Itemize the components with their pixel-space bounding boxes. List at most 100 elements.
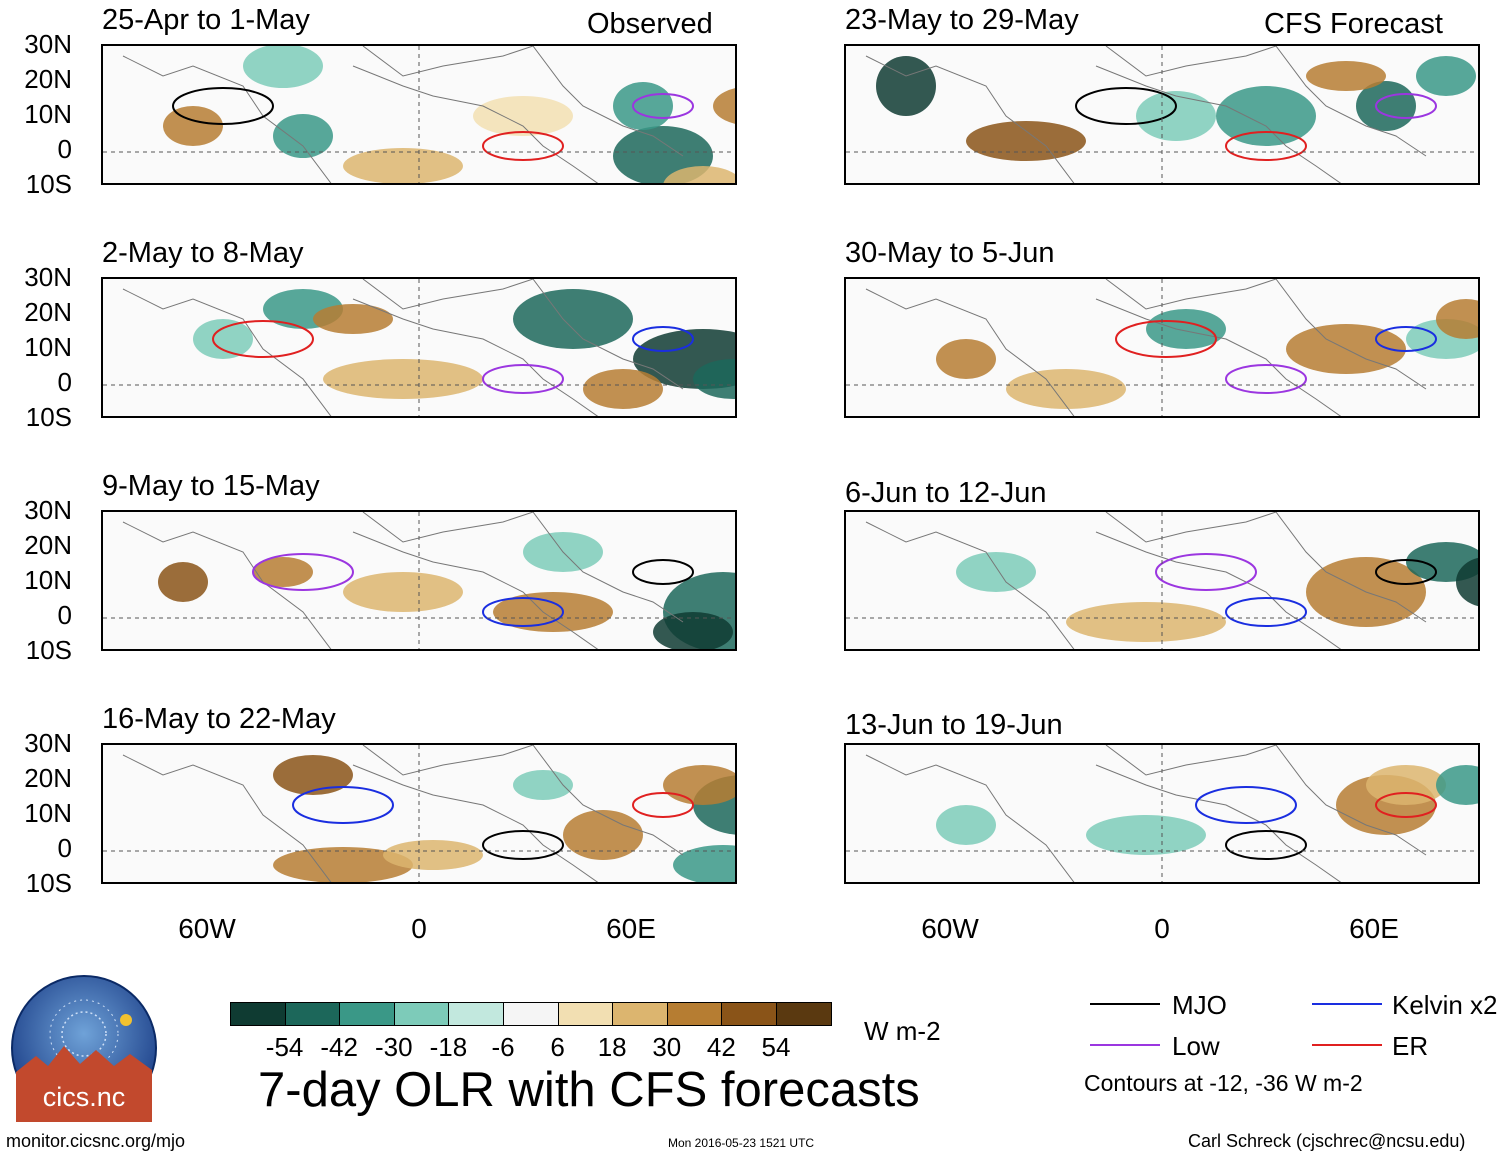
olr-anomaly-blob: [323, 359, 483, 399]
panel-title: 2-May to 8-May: [102, 237, 304, 269]
wave-contour: [632, 326, 694, 352]
lon-tick-label: 60W: [178, 913, 236, 944]
lat-tick-label: 20N: [24, 64, 72, 94]
olr-anomaly-blob: [273, 755, 353, 795]
map-panel-observed-4: [101, 743, 737, 884]
olr-anomaly-blob: [493, 592, 613, 632]
colorbar-tick-label: -6: [491, 1032, 515, 1062]
lat-tick-label: 10N: [24, 798, 72, 828]
lon-tick-label: 0: [1154, 913, 1170, 944]
olr-anomaly-blob: [513, 289, 633, 349]
coastline: [865, 288, 1075, 416]
colorbar-tick-label: -18: [429, 1032, 468, 1062]
coastline: [1275, 512, 1427, 623]
olr-anomaly-blob: [513, 770, 573, 800]
olr-anomaly-blob: [563, 810, 643, 860]
colorbar-swatch: [503, 1002, 559, 1026]
logo-text: cics.nc: [43, 1082, 126, 1112]
observed-label: Observed: [587, 8, 713, 40]
olr-anomaly-blob: [936, 339, 996, 379]
legend-swatch-low: [1090, 1044, 1160, 1046]
coastline: [122, 521, 332, 649]
panel-title: 30-May to 5-Jun: [845, 237, 1055, 269]
olr-anomaly-blob: [1306, 61, 1386, 91]
olr-anomaly-blob: [193, 319, 253, 359]
olr-anomaly-blob: [473, 96, 573, 136]
colorbar-tick-label: -54: [265, 1032, 304, 1062]
coastline: [122, 55, 332, 183]
olr-anomaly-blob: [343, 148, 463, 183]
footer-timestamp: Mon 2016-05-23 1521 UTC: [668, 1136, 815, 1150]
footer-url[interactable]: monitor.cicsnc.org/mjo: [6, 1131, 186, 1151]
lat-tick-label: 10N: [24, 99, 72, 129]
coastline: [1095, 298, 1342, 416]
panel-title: 6-Jun to 12-Jun: [845, 477, 1047, 509]
colorbar-swatch: [776, 1002, 832, 1026]
legend-label-mjo: MJO: [1172, 990, 1227, 1020]
wave-contour: [252, 553, 354, 591]
wave-contour: [482, 597, 564, 627]
cics-logo: cics.nc: [10, 974, 158, 1122]
olr-anomaly-blob: [243, 46, 323, 88]
olr-anomaly-blob: [1456, 557, 1478, 607]
lat-tick-label: 10S: [25, 169, 72, 199]
colorbar-tick-label: 54: [761, 1032, 791, 1062]
coastline: [1105, 512, 1277, 543]
coastline: [352, 764, 599, 882]
lat-tick-label: 10N: [24, 332, 72, 362]
olr-anomaly-blob: [1436, 765, 1478, 805]
olr-anomaly-blob: [163, 106, 223, 146]
olr-anomaly-blob: [158, 562, 208, 602]
olr-anomaly-blob: [1066, 602, 1226, 642]
olr-anomaly-blob: [1366, 765, 1446, 805]
colorbar-tick-label: 30: [652, 1032, 682, 1062]
coastline: [865, 754, 1075, 882]
wave-contour: [1225, 131, 1307, 161]
olr-anomaly-blob: [693, 359, 735, 399]
coastline: [122, 754, 332, 882]
olr-anomaly-blob: [956, 552, 1036, 592]
forecast-label: CFS Forecast: [1264, 8, 1443, 40]
coastline: [352, 65, 599, 183]
olr-anomaly-blob: [663, 166, 735, 183]
wave-contour: [1375, 559, 1437, 585]
map-panel-forecast-4: [844, 743, 1480, 884]
map-panel-forecast-3: [844, 510, 1480, 651]
olr-anomaly-blob: [383, 840, 483, 870]
wave-contour: [292, 786, 394, 824]
lon-tick-label: 60W: [921, 913, 979, 944]
olr-anomaly-blob: [273, 847, 413, 882]
lat-tick-label: 20N: [24, 530, 72, 560]
panel-title: 25-Apr to 1-May: [102, 4, 310, 36]
colorbar-swatch: [393, 1002, 450, 1026]
colorbar-tick-label: 6: [550, 1032, 565, 1062]
olr-anomaly-blob: [583, 369, 663, 409]
wave-contour: [1115, 320, 1217, 358]
olr-anomaly-blob: [653, 612, 733, 649]
lat-tick-label: 10S: [25, 635, 72, 665]
olr-anomaly-blob: [1136, 91, 1216, 141]
coastline: [1275, 745, 1427, 856]
colorbar-units: W m-2: [864, 1016, 941, 1046]
coastline: [1105, 279, 1277, 310]
lon-tick-label: 0: [411, 913, 427, 944]
colorbar-swatch: [721, 1002, 777, 1026]
lat-tick-label: 30N: [24, 495, 72, 525]
coastline: [532, 279, 684, 390]
lat-tick-label: 10S: [25, 402, 72, 432]
colorbar-tick-label: -30: [375, 1032, 413, 1062]
legend-swatch-kelvin: [1312, 1003, 1382, 1005]
olr-anomaly-blob: [713, 88, 735, 124]
legend-swatch-er: [1312, 1044, 1382, 1046]
colorbar-tick-label: 42: [706, 1032, 736, 1062]
wave-contour: [482, 364, 564, 394]
olr-anomaly-blob: [673, 845, 735, 882]
coastline: [122, 288, 332, 416]
colorbar-swatch: [448, 1002, 504, 1026]
coastline: [362, 46, 534, 77]
legend-label-kelvin: Kelvin x2: [1392, 990, 1498, 1020]
olr-anomaly-blob: [1416, 56, 1476, 96]
coastline: [1095, 764, 1342, 882]
coastline: [1275, 279, 1427, 390]
wave-contour: [482, 830, 564, 860]
